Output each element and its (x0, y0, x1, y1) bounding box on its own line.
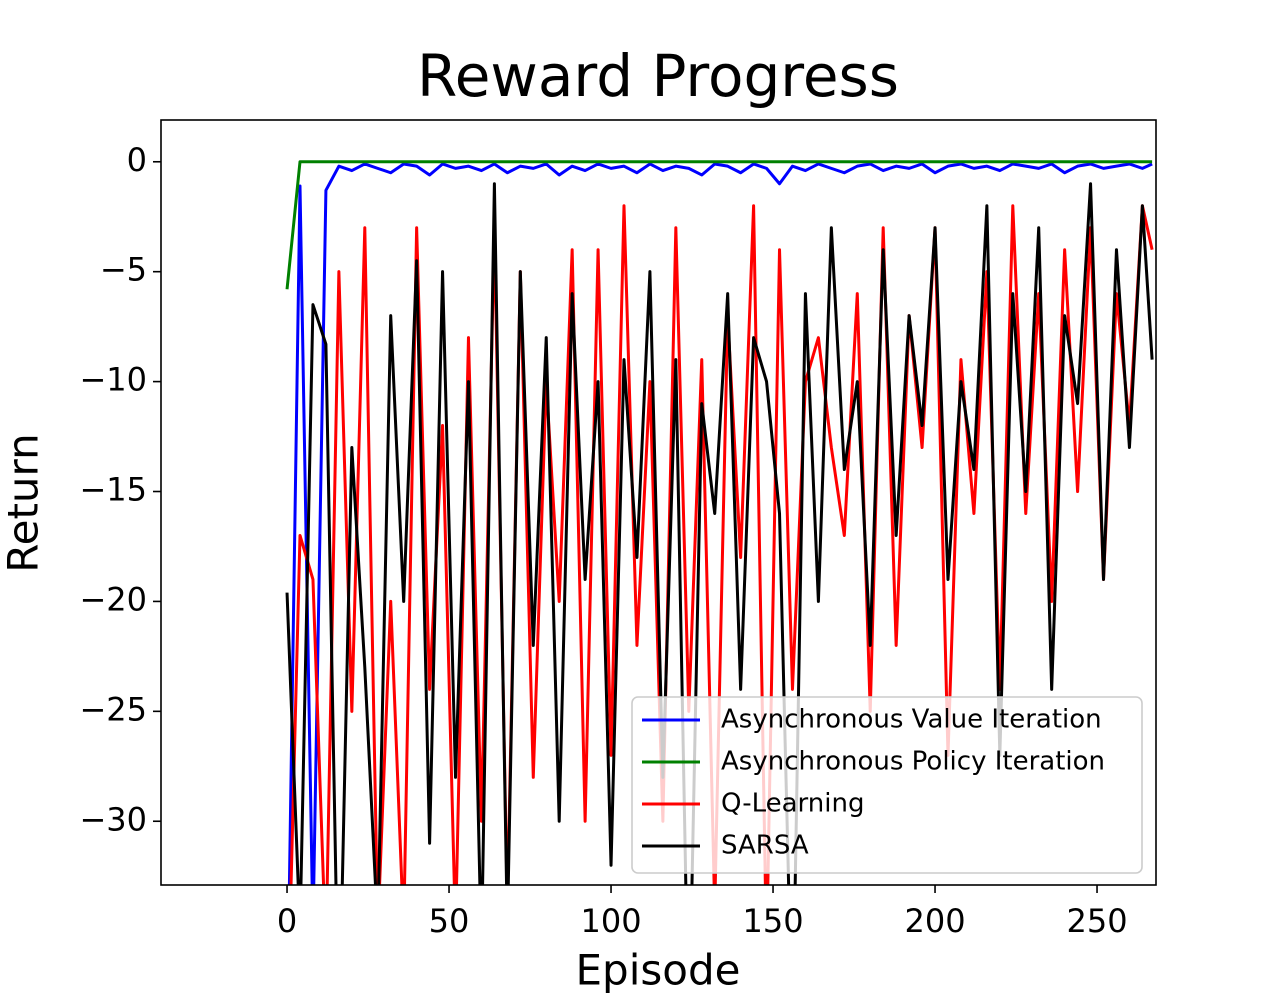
legend-box (631, 696, 1143, 874)
y-tick-label: −15 (79, 471, 147, 509)
chart-title: Reward Progress (417, 42, 899, 110)
y-tick-label: −20 (79, 580, 147, 618)
y-tick-label: −5 (100, 251, 147, 289)
series-line (285, 182, 1154, 885)
x-tick-label: 200 (904, 902, 965, 940)
legend-label: Q-Learning (721, 789, 864, 819)
x-axis-label: Episode (576, 946, 741, 995)
y-tick-label: 0 (127, 141, 147, 179)
legend-label: SARSA (721, 831, 809, 861)
x-tick-label: 50 (429, 902, 470, 940)
x-tick-label: 150 (742, 902, 803, 940)
series-line (287, 162, 1153, 885)
x-tick-label: 100 (580, 902, 641, 940)
y-axis-label: Return (0, 433, 48, 572)
plot-area (285, 160, 1154, 885)
legend-label: Asynchronous Policy Iteration (721, 747, 1105, 777)
x-tick-label: 250 (1066, 902, 1127, 940)
axes-frame (160, 119, 1157, 886)
series-line (289, 204, 1154, 885)
y-tick-label: −25 (79, 690, 147, 728)
legend-label: Asynchronous Value Iteration (721, 705, 1102, 735)
x-tick-label: 0 (277, 902, 297, 940)
y-tick-label: −10 (79, 361, 147, 399)
series-line (285, 160, 1153, 290)
y-tick-label: −30 (79, 800, 147, 838)
